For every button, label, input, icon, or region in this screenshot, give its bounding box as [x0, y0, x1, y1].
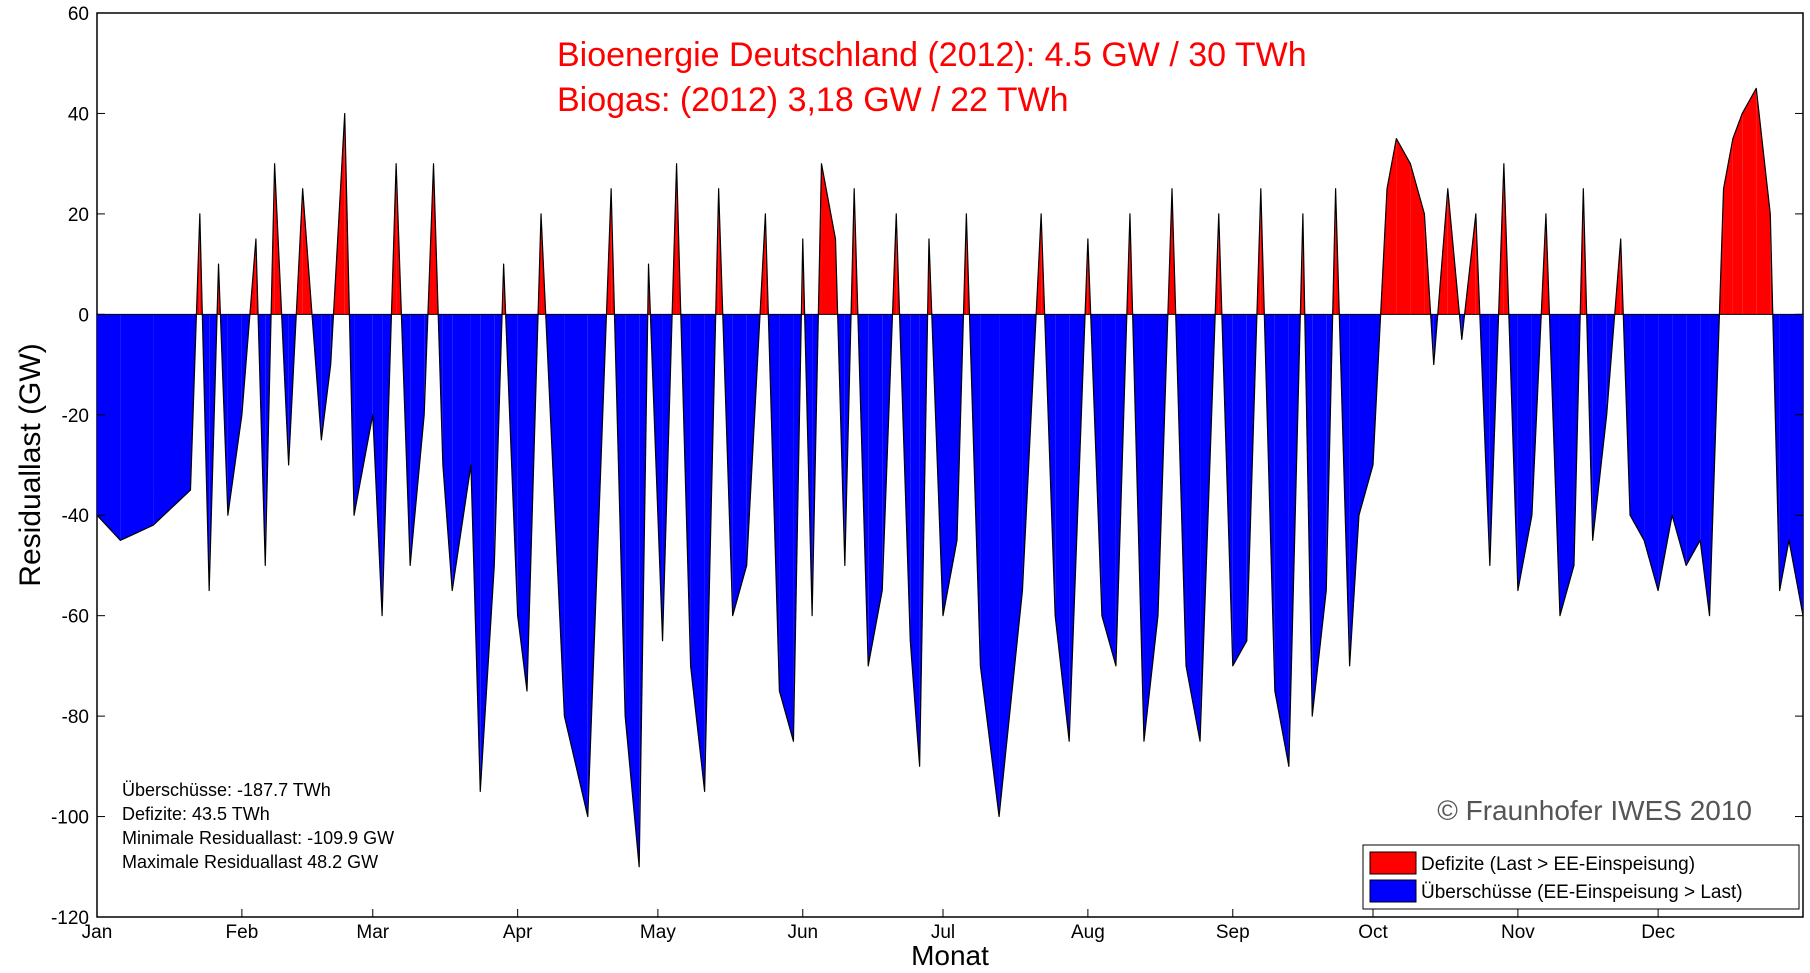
deficit-area	[1732, 113, 1743, 315]
surplus-area	[1630, 314, 1645, 541]
x-axis: Jan Feb Mar Apr May Jun Jul Aug Sep Oct Nov Dec	[82, 909, 1675, 943]
surplus-area	[732, 314, 747, 616]
legend-label-deficit: Defizite (Last > EE-Einspeisung)	[1421, 854, 1695, 875]
surplus-area	[470, 314, 481, 792]
surplus-area	[1592, 314, 1607, 541]
surplus-area	[910, 314, 920, 767]
surplus-area	[1517, 314, 1532, 591]
surplus-area	[1312, 314, 1327, 717]
x-axis-label: Monat	[911, 940, 989, 971]
annotation-bioenergy: Bioenergie Deutschland (2012): 4.5 GW / …	[557, 36, 1307, 74]
stat-max-load: Maximale Residuallast 48.2 GW	[122, 852, 378, 872]
surplus-area	[868, 314, 883, 666]
surplus-area	[980, 314, 1000, 817]
y-axis-label: Residuallast (GW)	[14, 343, 47, 586]
stats-box: Überschüsse: -187.7 TWh Defizite: 43.5 T…	[122, 780, 394, 872]
x-tick-label: Jun	[787, 922, 818, 943]
surplus-area	[97, 314, 121, 541]
stat-surplus: Überschüsse: -187.7 TWh	[122, 780, 331, 800]
y-tick-label: -60	[62, 607, 89, 628]
surplus-area	[625, 314, 640, 867]
stat-min-load: Minimale Residuallast: -109.9 GW	[122, 828, 394, 848]
surplus-area	[779, 314, 794, 742]
y-axis: 60 40 20 0 -20 -40 -60 -80 -100 -120	[51, 4, 1803, 929]
legend: Defizite (Last > EE-Einspeisung) Übersch…	[1362, 844, 1800, 910]
surplus-area	[1358, 314, 1373, 516]
x-tick-label: Nov	[1501, 922, 1535, 943]
surplus-area	[1658, 314, 1673, 591]
surplus-area	[354, 314, 373, 516]
surplus-area	[1644, 314, 1659, 591]
deficit-area	[821, 163, 836, 315]
x-tick-label: Jan	[82, 922, 113, 943]
residual-load-line	[96, 87, 1804, 868]
x-tick-label: Dec	[1641, 922, 1675, 943]
surplus-area	[999, 314, 1023, 817]
surplus-area	[1700, 314, 1710, 616]
y-tick-label: 60	[68, 4, 89, 25]
surplus-area	[1559, 314, 1574, 616]
surplus-area	[480, 314, 495, 792]
copyright-notice: © Fraunhofer IWES 2010	[1437, 795, 1752, 826]
x-tick-label: Jul	[931, 922, 955, 943]
y-tick-label: 0	[78, 305, 89, 326]
deficit-area	[1387, 138, 1397, 315]
annotation-biogas: Biogas: (2012) 3,18 GW / 22 TWh	[557, 81, 1069, 119]
x-tick-label: Oct	[1358, 922, 1388, 943]
surplus-area	[1672, 314, 1687, 566]
y-tick-label: -100	[51, 808, 89, 829]
deficit-area	[1742, 88, 1757, 315]
surplus-area	[1101, 314, 1116, 666]
x-tick-label: Feb	[226, 922, 259, 943]
x-tick-label: Aug	[1071, 922, 1105, 943]
surplus-area	[372, 314, 383, 616]
surplus-area	[227, 314, 242, 516]
surplus-area	[410, 314, 425, 566]
surplus-area	[120, 314, 154, 541]
surplus-area	[1686, 314, 1701, 566]
surplus-area	[1055, 314, 1070, 742]
x-tick-label: Mar	[356, 922, 389, 943]
stat-deficit: Defizite: 43.5 TWh	[122, 804, 270, 824]
y-tick-label: -20	[62, 406, 89, 427]
surplus-area	[1274, 314, 1289, 767]
surplus-area	[452, 314, 471, 591]
y-tick-label: -80	[62, 707, 89, 728]
surplus-area	[1232, 314, 1247, 666]
surplus-area	[1143, 314, 1158, 742]
legend-label-surplus: Überschüsse (EE-Einspeisung > Last)	[1421, 882, 1743, 903]
surplus-area	[942, 314, 958, 616]
surplus-area	[442, 314, 453, 591]
y-tick-label: -120	[51, 908, 89, 929]
deficit-area	[1723, 138, 1733, 315]
surplus-area	[153, 314, 191, 526]
surplus-area	[1186, 314, 1201, 742]
deficit-area	[1756, 88, 1771, 315]
surplus-area	[564, 314, 588, 817]
surplus-area	[1788, 314, 1803, 616]
x-tick-label: Sep	[1216, 922, 1250, 943]
surplus-area	[1779, 314, 1789, 591]
surplus-area	[690, 314, 705, 792]
deficit-area	[1396, 138, 1411, 315]
x-tick-label: May	[640, 922, 676, 943]
surplus-area	[1349, 314, 1359, 666]
legend-swatch-deficit	[1369, 851, 1417, 875]
surplus-area	[321, 314, 331, 440]
x-tick-label: Apr	[503, 922, 533, 943]
y-tick-label: -40	[62, 506, 89, 527]
surplus-area	[517, 314, 528, 691]
legend-box	[1362, 844, 1800, 910]
y-tick-label: 40	[68, 104, 89, 125]
legend-swatch-surplus	[1369, 879, 1417, 903]
y-tick-label: 20	[68, 205, 89, 226]
